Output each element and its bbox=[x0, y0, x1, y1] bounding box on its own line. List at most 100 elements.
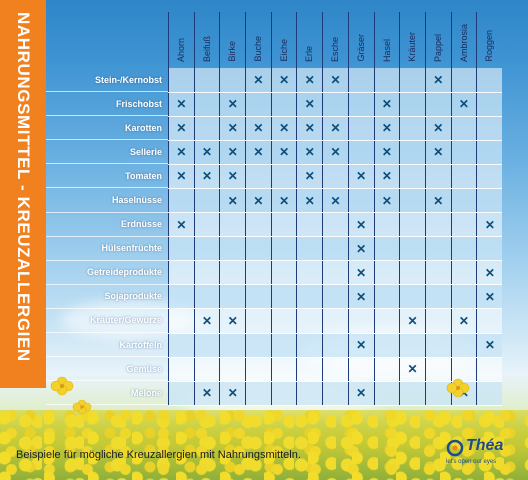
row-label: Sellerie bbox=[46, 140, 168, 165]
table-row: ✕ ✕ ✕ ✕ ✕ bbox=[168, 68, 503, 93]
cross-allergy-mark: ✕ bbox=[373, 164, 400, 189]
row-label: Erdnüsse bbox=[46, 213, 168, 237]
grid-cell bbox=[296, 333, 323, 358]
table-row: ✕ ✕ ✕ ✕ ✕ ✕ ✕ bbox=[168, 188, 503, 214]
grid-cell bbox=[399, 68, 426, 93]
grid-cell bbox=[373, 381, 400, 406]
cross-allergy-mark: ✕ bbox=[347, 236, 374, 262]
grid-cell bbox=[270, 333, 297, 358]
cross-allergy-mark: ✕ bbox=[347, 381, 374, 406]
grid-cell bbox=[168, 357, 195, 382]
grid-cell bbox=[322, 284, 349, 310]
grid-cell bbox=[168, 188, 195, 214]
grid-cell bbox=[168, 381, 195, 406]
cross-allergy-mark: ✕ bbox=[168, 116, 195, 141]
grid-cell bbox=[245, 164, 272, 189]
cross-allergy-mark: ✕ bbox=[168, 164, 195, 189]
grid-cell bbox=[399, 284, 426, 310]
table-row: ✕ ✕ bbox=[168, 333, 503, 358]
cross-allergy-mark: ✕ bbox=[296, 68, 323, 93]
grid-cell bbox=[245, 260, 272, 286]
grid-cell bbox=[424, 284, 452, 310]
grid-cell bbox=[476, 140, 503, 165]
grid-cell bbox=[168, 260, 195, 286]
cross-allergy-mark: ✕ bbox=[296, 116, 323, 141]
table-row: ✕ ✕ ✕ ✕ ✕ ✕ ✕ ✕ ✕ bbox=[168, 140, 503, 165]
grid-cell bbox=[219, 260, 246, 286]
grid-cell bbox=[450, 333, 477, 358]
grid-cell bbox=[168, 333, 195, 358]
grid-cell bbox=[270, 236, 297, 262]
grid-cell bbox=[373, 308, 400, 334]
grid-cell bbox=[399, 236, 426, 262]
grid-cell bbox=[450, 68, 477, 93]
column-header: Hasel bbox=[373, 12, 400, 68]
table-row: ✕ ✕ ✕ bbox=[168, 212, 503, 238]
column-header: Esche bbox=[322, 12, 349, 68]
allergy-grid: Ahorn Beifuß Birke Buche Eiche Erle Esche Gräse… bbox=[168, 12, 503, 406]
grid-cell bbox=[450, 284, 477, 310]
rapeseed-flower-icon bbox=[50, 376, 92, 415]
column-header-label: Ambrosia bbox=[458, 23, 469, 62]
cross-allergy-mark: ✕ bbox=[296, 188, 323, 214]
grid-cell bbox=[424, 212, 452, 238]
column-header-label: Erle bbox=[304, 45, 315, 62]
grid-cell bbox=[322, 357, 349, 382]
grid-cell bbox=[270, 381, 297, 406]
side-title: NAHRUNGSMITTEL - KREUZALLERGIEN bbox=[14, 12, 33, 362]
grid-cell bbox=[245, 308, 272, 334]
grid-cell bbox=[296, 308, 323, 334]
table-row: ✕✕✕✕ bbox=[168, 308, 503, 334]
row-label: Kartoffeln bbox=[46, 333, 168, 358]
table-row: ✕ ✕ ✕ ✕ ✕ ✕ ✕ ✕ bbox=[168, 116, 503, 141]
cross-allergy-mark: ✕ bbox=[322, 140, 349, 165]
column-header: Roggen bbox=[476, 12, 503, 68]
cross-allergy-mark: ✕ bbox=[424, 68, 452, 93]
grid-cell bbox=[424, 308, 452, 334]
column-header: Eiche bbox=[270, 12, 297, 68]
grid-cell bbox=[347, 308, 374, 334]
column-header: Erle bbox=[296, 12, 323, 68]
cross-allergy-mark: ✕ bbox=[219, 188, 246, 214]
row-labels: Stein-/Kernobst Frischobst Karotten Selleri… bbox=[46, 68, 168, 406]
cross-allergy-mark: ✕ bbox=[399, 308, 426, 334]
grid-cell bbox=[347, 116, 374, 141]
column-header-row: Ahorn Beifuß Birke Buche Eiche Erle Esche Gräse… bbox=[168, 12, 503, 68]
grid-cell bbox=[347, 188, 374, 214]
cross-allergy-mark: ✕ bbox=[296, 140, 323, 165]
cross-allergy-mark: ✕ bbox=[476, 284, 503, 310]
cross-allergy-mark: ✕ bbox=[347, 260, 374, 286]
grid-cell bbox=[219, 284, 246, 310]
row-label: Sojaprodukte bbox=[46, 285, 168, 309]
cross-allergy-mark: ✕ bbox=[219, 164, 246, 189]
cross-allergy-mark: ✕ bbox=[476, 212, 503, 238]
grid-cell bbox=[347, 68, 374, 93]
cross-allergy-mark: ✕ bbox=[373, 140, 400, 165]
grid-cell bbox=[373, 357, 400, 382]
footer-caption: Beispiele für mögliche Kreuzallergien mi… bbox=[16, 449, 301, 461]
grid-cell bbox=[193, 116, 220, 141]
table-row: ✕ ✕ bbox=[168, 260, 503, 286]
grid-cell bbox=[450, 164, 477, 189]
rapeseed-field bbox=[0, 410, 528, 480]
row-label: Hülsenfrüchte bbox=[46, 237, 168, 261]
cross-allergy-mark: ✕ bbox=[270, 116, 297, 141]
logo-name: Théa bbox=[466, 437, 504, 454]
grid-cell bbox=[373, 236, 400, 262]
grid-cell bbox=[245, 212, 272, 238]
cross-allergy-mark: ✕ bbox=[322, 68, 349, 93]
grid-cell bbox=[399, 260, 426, 286]
grid-cell bbox=[399, 164, 426, 189]
grid-cell bbox=[399, 92, 426, 117]
rapeseed-flower-icon bbox=[446, 378, 470, 398]
grid-cell bbox=[219, 68, 246, 93]
grid-cell bbox=[296, 357, 323, 382]
grid-cell bbox=[193, 188, 220, 214]
cross-allergy-mark: ✕ bbox=[168, 92, 195, 117]
grid-cell bbox=[296, 260, 323, 286]
grid-cell bbox=[168, 236, 195, 262]
cross-allergy-mark: ✕ bbox=[168, 212, 195, 238]
cross-allergy-mark: ✕ bbox=[270, 68, 297, 93]
column-header: Gräser bbox=[347, 12, 374, 68]
grid-cell bbox=[424, 164, 452, 189]
